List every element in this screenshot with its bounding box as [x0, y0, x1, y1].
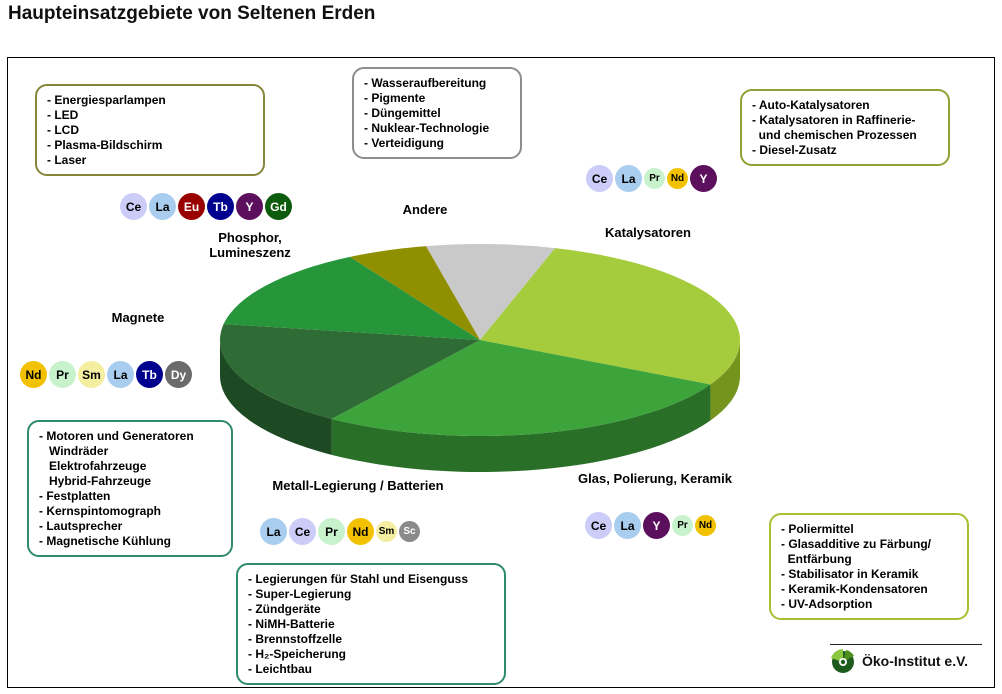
application-item: - Energiesparlampen [47, 93, 166, 107]
elements-magnete: Nd Pr Sm La Tb Dy [20, 361, 192, 388]
elements-katalysatoren: Ce La Pr Nd Y [586, 165, 717, 192]
magnete-applications-box: - Motoren und Generatoren Windräder Elek… [27, 420, 233, 557]
element-badge-nd: Nd [347, 518, 374, 545]
element-badge-ce: Ce [120, 193, 147, 220]
application-item: - Laser [47, 153, 87, 167]
pie-slice-glas-polierung-keramik [331, 340, 711, 436]
label-glas-polierung-keramik: Glas, Polierung, Keramik [578, 471, 732, 486]
application-item: - Verteidigung [364, 136, 445, 150]
application-item: und chemischen Prozessen [752, 128, 917, 142]
pie-slice-side-metall-legierung-batterien [220, 340, 332, 455]
application-item: - Super-Legierung [248, 587, 352, 601]
metall-applications-box: - Legierungen für Stahl und Eisenguss - S… [236, 563, 506, 685]
application-item: - LCD [47, 123, 79, 137]
element-badge-y: Y [643, 512, 670, 539]
application-item: - Düngemittel [364, 106, 441, 120]
element-badge-la: La [107, 361, 134, 388]
pie-chart [205, 240, 755, 485]
application-item: - Lautsprecher [39, 519, 123, 533]
application-item: - Wasseraufbereitung [364, 76, 487, 90]
katalysatoren-applications-box: - Auto-Katalysatoren - Katalysatoren in R… [740, 89, 950, 166]
pie-chart-svg [220, 244, 740, 472]
element-badge-sm: Sm [78, 361, 105, 388]
element-badge-pr: Pr [49, 361, 76, 388]
application-item: Hybrid-Fahrzeuge [39, 474, 152, 488]
pie-slice-metall-legierung-batterien [220, 323, 481, 419]
application-item: - Legierungen für Stahl und Eisenguss [248, 572, 469, 586]
application-item: - Diesel-Zusatz [752, 143, 837, 157]
element-badge-dy: Dy [165, 361, 192, 388]
pie-slice-magnete [223, 256, 480, 340]
element-badge-y: Y [236, 193, 263, 220]
application-item: - Leichtbau [248, 662, 313, 676]
pie-slice-side-katalysatoren [710, 340, 740, 421]
application-item: - Stabilisator in Keramik [781, 567, 919, 581]
phosphor-applications-box: - Energiesparlampen - LED - LCD - Plasma-Bi… [35, 84, 265, 176]
element-badge-pr: Pr [672, 515, 693, 536]
application-item: - NiMH-Batterie [248, 617, 335, 631]
application-item: - UV-Adsorption [781, 597, 873, 611]
application-item: - Poliermittel [781, 522, 854, 536]
element-badge-gd: Gd [265, 193, 292, 220]
application-item: - Zündgeräte [248, 602, 321, 616]
application-item: - Glasadditive zu Färbung/ [781, 537, 932, 551]
element-badge-la: La [149, 193, 176, 220]
element-badge-la: La [260, 518, 287, 545]
pie-slice-andere [425, 244, 556, 340]
label-metall-legierung-batterien: Metall-Legierung / Batterien [272, 478, 444, 493]
application-item: Windräder [39, 444, 109, 458]
pie-slice-phosphor-lumineszenz [350, 246, 480, 340]
element-badge-ce: Ce [586, 165, 613, 192]
label-phosphor-lumineszenz: Phosphor, Lumineszenz [209, 230, 291, 260]
elements-phosphor: Ce La Eu Tb Y Gd [120, 193, 292, 220]
element-badge-pr: Pr [644, 168, 665, 189]
pie-slice-katalysatoren [480, 248, 740, 385]
element-badge-eu: Eu [178, 193, 205, 220]
application-item: Elektrofahrzeuge [39, 459, 147, 473]
oeko-institut-leaf-icon [831, 649, 854, 673]
application-item: - Magnetische Kühlung [39, 534, 171, 548]
application-item: - LED [47, 108, 79, 122]
label-katalysatoren: Katalysatoren [605, 225, 691, 240]
element-badge-nd: Nd [667, 168, 688, 189]
label-andere: Andere [402, 202, 448, 217]
element-badge-la: La [614, 512, 641, 539]
application-item: - H₂-Speicherung [248, 647, 347, 661]
element-badge-pr: Pr [318, 518, 345, 545]
oeko-institut-logo: Öko-Institut e.V. [830, 648, 968, 674]
element-badge-ce: Ce [289, 518, 316, 545]
logo-text: Öko-Institut e.V. [862, 653, 969, 669]
application-item: - Katalysatoren in Raffinerie- [752, 113, 916, 127]
element-badge-nd: Nd [695, 515, 716, 536]
application-item: - Motoren und Generatoren [39, 429, 194, 443]
element-badge-sc: Sc [399, 521, 420, 542]
glas-applications-box: - Poliermittel - Glasadditive zu Färbung/… [769, 513, 969, 620]
application-item: - Pigmente [364, 91, 426, 105]
label-magnete: Magnete [111, 310, 165, 325]
application-item: - Plasma-Bildschirm [47, 138, 163, 152]
application-item: Entfärbung [781, 552, 852, 566]
application-item: - Keramik-Kondensatoren [781, 582, 928, 596]
application-item: - Auto-Katalysatoren [752, 98, 870, 112]
page-title: Haupteinsatzgebiete von Seltenen Erden [8, 3, 376, 24]
pie-slice-side-glas-polierung-keramik [331, 384, 711, 472]
application-item: - Festplatten [39, 489, 111, 503]
application-item: - Brennstoffzelle [248, 632, 343, 646]
element-badge-la: La [615, 165, 642, 192]
element-badge-sm: Sm [376, 521, 397, 542]
elements-glas: Ce La Y Pr Nd [585, 512, 716, 539]
element-badge-nd: Nd [20, 361, 47, 388]
application-item: - Kernspintomograph [39, 504, 161, 518]
andere-applications-box: - Wasseraufbereitung - Pigmente - Düngemit… [352, 67, 522, 159]
logo-rule [830, 644, 982, 645]
application-item: - Nuklear-Technologie [364, 121, 490, 135]
elements-metall: La Ce Pr Nd Sm Sc [260, 518, 420, 545]
element-badge-ce: Ce [585, 512, 612, 539]
element-badge-tb: Tb [207, 193, 234, 220]
element-badge-y: Y [690, 165, 717, 192]
element-badge-tb: Tb [136, 361, 163, 388]
